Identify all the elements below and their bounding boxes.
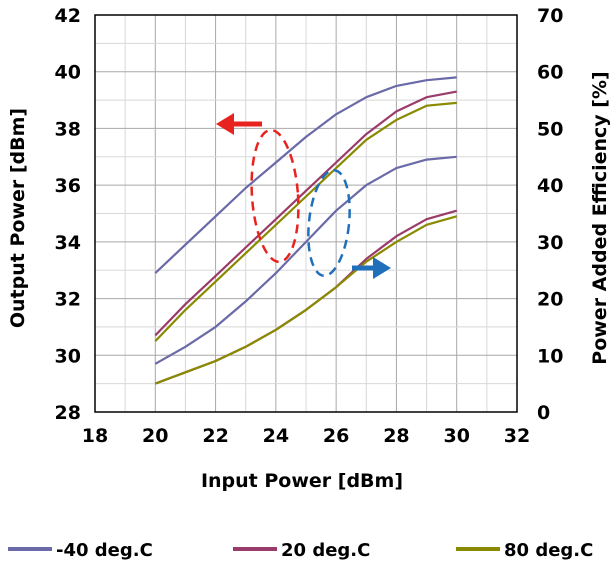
x-tick-label: 18 [82,425,108,447]
left-arrow-icon [216,113,234,135]
y-left-tick-label: 42 [55,5,81,27]
y-axis-right-title: Power Added Efficiency [%] [589,71,611,364]
tick-labels: 18 20 22 24 26 28 30 32 28 30 32 34 36 38 40 42 0 10 20 30 4… [55,5,564,447]
y-right-tick-label: 20 [537,289,563,311]
x-tick-label: 20 [142,425,168,447]
x-tick-label: 28 [383,425,409,447]
legend: -40 deg.C 20 deg.C 80 deg.C [8,540,593,561]
legend-item: -40 deg.C [8,540,153,561]
legend-label: 80 deg.C [504,540,593,561]
series-line-right-80degc [154,215,457,385]
y-left-tick-label: 40 [55,62,81,84]
y-left-tick-label: 28 [55,402,81,424]
plot-frame [94,14,518,413]
x-axis-title: Input Power [dBm] [201,470,403,492]
x-tick-label: 26 [323,425,349,447]
grid [94,14,518,413]
right-axis-callout-ellipse [307,168,351,278]
x-tick-label: 24 [263,425,289,447]
y-right-tick-label: 60 [537,62,563,84]
y-right-tick-label: 70 [537,5,563,27]
x-tick-label: 22 [202,425,228,447]
x-tick-label: 32 [504,425,530,447]
y-left-tick-label: 34 [55,232,81,254]
legend-item: 80 deg.C [456,540,593,561]
y-left-tick-label: 32 [55,289,81,311]
legend-label: 20 deg.C [281,540,370,561]
data-curves [154,76,457,385]
y-right-tick-label: 0 [537,402,550,424]
series-line-right-40degc [154,155,457,365]
series-line-left-40degc [154,76,457,274]
y-left-tick-label: 30 [55,345,81,367]
series-line-left-80degc [154,101,457,342]
y-right-tick-label: 30 [537,232,563,254]
right-arrow-icon [373,257,391,279]
annotations [216,113,391,279]
y-left-tick-label: 36 [55,175,81,197]
series-line-left-20degc [154,90,457,337]
legend-label: -40 deg.C [56,540,153,561]
y-right-tick-label: 10 [537,345,563,367]
left-axis-callout-ellipse [250,128,300,264]
y-right-tick-label: 40 [537,175,563,197]
y-right-tick-label: 50 [537,118,563,140]
x-tick-label: 30 [443,425,469,447]
plot-border [94,14,518,413]
legend-item: 20 deg.C [233,540,370,561]
y-axis-left-title: Output Power [dBm] [7,108,29,328]
y-left-tick-label: 38 [55,118,81,140]
